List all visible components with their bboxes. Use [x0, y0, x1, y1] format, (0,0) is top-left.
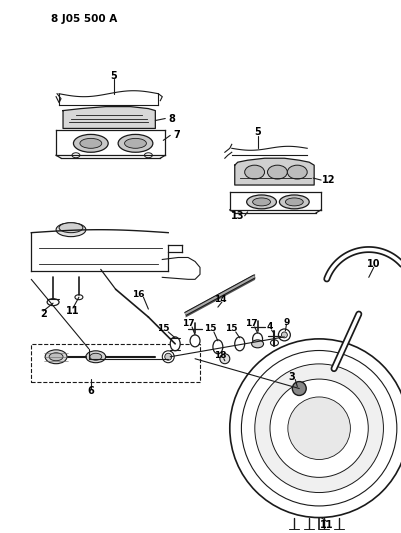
Ellipse shape [267, 165, 287, 179]
Ellipse shape [170, 337, 180, 351]
Polygon shape [63, 107, 155, 128]
Ellipse shape [118, 134, 152, 152]
Text: 16: 16 [132, 290, 144, 298]
Text: 4: 4 [265, 322, 272, 332]
Ellipse shape [164, 353, 171, 360]
Bar [31, 344, 200, 382]
Ellipse shape [75, 295, 83, 300]
Circle shape [241, 351, 396, 506]
Circle shape [269, 379, 367, 478]
Circle shape [254, 364, 383, 492]
Polygon shape [31, 233, 168, 279]
Text: 15: 15 [157, 325, 169, 334]
Text: 5: 5 [253, 127, 260, 138]
Bar [304, 529, 313, 533]
Text: 9: 9 [282, 318, 289, 327]
Ellipse shape [59, 223, 83, 233]
Text: 10: 10 [366, 260, 379, 270]
Ellipse shape [251, 340, 263, 348]
Circle shape [278, 329, 290, 341]
Ellipse shape [45, 350, 67, 364]
Text: 7: 7 [173, 131, 180, 140]
Ellipse shape [244, 165, 264, 179]
Text: 11: 11 [320, 521, 333, 530]
Circle shape [292, 382, 306, 395]
Ellipse shape [80, 139, 101, 148]
Ellipse shape [86, 351, 105, 363]
Circle shape [281, 332, 287, 338]
Circle shape [287, 397, 350, 459]
Text: 17: 17 [245, 319, 257, 328]
Ellipse shape [287, 165, 306, 179]
Bar [333, 529, 343, 533]
Ellipse shape [246, 195, 276, 209]
Polygon shape [234, 158, 313, 185]
Ellipse shape [124, 139, 146, 148]
Text: 18: 18 [213, 351, 225, 360]
Text: 5: 5 [110, 71, 117, 81]
Text: 2: 2 [40, 309, 47, 319]
Text: 11: 11 [66, 306, 79, 316]
Polygon shape [56, 128, 165, 155]
Text: 15: 15 [203, 325, 216, 334]
Text: 13: 13 [231, 211, 244, 221]
Ellipse shape [162, 351, 174, 363]
Ellipse shape [49, 353, 63, 361]
Ellipse shape [252, 198, 270, 206]
Ellipse shape [285, 198, 302, 206]
Ellipse shape [190, 335, 200, 347]
Ellipse shape [234, 337, 244, 351]
Ellipse shape [279, 195, 308, 209]
Ellipse shape [89, 353, 101, 360]
Text: 17: 17 [181, 319, 194, 328]
Ellipse shape [47, 298, 59, 305]
Ellipse shape [270, 340, 278, 346]
Ellipse shape [56, 223, 86, 237]
Ellipse shape [252, 333, 262, 345]
Ellipse shape [219, 354, 229, 364]
Ellipse shape [72, 153, 80, 158]
Ellipse shape [144, 153, 152, 158]
Bar [289, 529, 298, 533]
Ellipse shape [73, 134, 108, 152]
Ellipse shape [213, 340, 222, 354]
Text: 3: 3 [287, 372, 294, 382]
Bar [318, 529, 328, 533]
Text: 15: 15 [225, 325, 237, 334]
Circle shape [229, 339, 401, 518]
Text: 8: 8 [168, 114, 175, 124]
Text: 14: 14 [213, 295, 226, 304]
Text: 8 J05 500 A: 8 J05 500 A [51, 14, 117, 25]
Text: 6: 6 [87, 386, 94, 397]
Text: 12: 12 [322, 175, 335, 185]
